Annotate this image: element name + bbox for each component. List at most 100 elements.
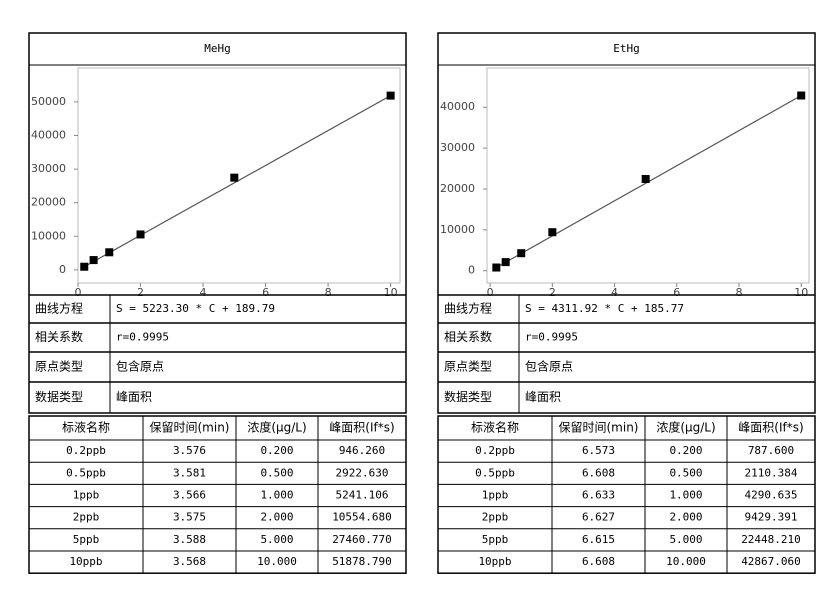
table-cell: 42867.060 <box>741 555 801 568</box>
info-value: S = 5223.30 * C + 189.79 <box>116 302 275 315</box>
point <box>797 91 806 100</box>
table-cell: 10ppb <box>69 555 102 568</box>
x-tick-label: 2 <box>549 286 556 299</box>
point <box>641 174 650 183</box>
info-label: 曲线方程 <box>35 301 83 316</box>
table-cell: 2ppb <box>482 511 509 524</box>
x-tick-label: 4 <box>200 286 207 299</box>
info-value: 峰面积 <box>525 390 561 404</box>
info-label: 原点类型 <box>444 360 492 374</box>
table-cell: 3.588 <box>173 533 206 546</box>
table-cell: 10ppb <box>478 555 511 568</box>
table-header: 标液名称 <box>471 420 519 435</box>
table-cell: 2ppb <box>73 511 100 524</box>
info-label: 数据类型 <box>444 389 492 404</box>
info-value: 包含原点 <box>525 359 573 374</box>
table-frame <box>437 415 816 574</box>
table-header: 浓度(μg/L) <box>247 420 306 435</box>
table-cell: 3.575 <box>173 511 206 524</box>
y-tick-label: 30000 <box>31 162 66 175</box>
table-cell: 1.000 <box>260 489 293 502</box>
info-label: 相关系数 <box>444 329 492 344</box>
table-cell: 27460.770 <box>332 533 392 546</box>
table-cell: 6.608 <box>582 466 615 479</box>
x-tick-label: 8 <box>325 286 332 299</box>
table-frame <box>28 415 407 574</box>
info-value: 包含原点 <box>116 359 164 374</box>
chart-title: EtHg <box>613 42 640 55</box>
table-cell: 9429.391 <box>745 511 798 524</box>
plot-area <box>77 67 401 284</box>
table-cell: 3.568 <box>173 555 206 568</box>
info-label: 曲线方程 <box>444 301 492 316</box>
point <box>230 173 239 182</box>
point <box>136 230 145 239</box>
x-tick-label: 4 <box>611 286 618 299</box>
point <box>517 249 526 258</box>
x-tick-label: 0 <box>487 286 494 299</box>
y-tick-label: 0 <box>59 263 66 276</box>
x-tick-label: 0 <box>75 286 82 299</box>
x-tick-label: 6 <box>262 286 269 299</box>
table-cell: 10554.680 <box>332 511 392 524</box>
y-tick-label: 10000 <box>31 229 66 242</box>
table-cell: 2.000 <box>260 511 293 524</box>
table-header: 峰面积(If*s) <box>738 421 803 435</box>
table-cell: 1ppb <box>482 489 509 502</box>
y-tick-label: 40000 <box>31 129 66 142</box>
table-cell: 22448.210 <box>741 533 801 546</box>
x-tick-label: 10 <box>794 286 808 299</box>
table-cell: 0.500 <box>260 466 293 479</box>
table-cell: 0.5ppb <box>475 466 515 479</box>
table-cell: 1ppb <box>73 489 100 502</box>
table-cell: 51878.790 <box>332 555 392 568</box>
table-cell: 2.000 <box>669 511 702 524</box>
table-cell: 5ppb <box>482 533 509 546</box>
info-value: 峰面积 <box>116 390 152 404</box>
table-cell: 5.000 <box>669 533 702 546</box>
info-value: S = 4311.92 * C + 185.77 <box>525 302 684 315</box>
table-cell: 946.260 <box>339 444 385 457</box>
table-cell: 0.2ppb <box>475 444 515 457</box>
table-cell: 6.608 <box>582 555 615 568</box>
table-cell: 10.000 <box>666 555 706 568</box>
panel-frame <box>437 32 816 414</box>
table-cell: 0.2ppb <box>66 444 106 457</box>
table-cell: 6.633 <box>582 489 615 502</box>
table-cell: 4290.635 <box>745 489 798 502</box>
y-tick-label: 20000 <box>440 182 475 195</box>
panel-frame <box>28 32 407 414</box>
y-tick-label: 50000 <box>31 95 66 108</box>
table-cell: 2922.630 <box>336 466 389 479</box>
point <box>80 262 89 271</box>
table-header: 浓度(μg/L) <box>656 420 715 435</box>
table-cell: 2110.384 <box>745 466 798 479</box>
table-header: 峰面积(If*s) <box>329 421 394 435</box>
point <box>492 263 501 272</box>
table-header: 标液名称 <box>62 420 110 435</box>
info-label: 原点类型 <box>35 360 83 374</box>
table-cell: 0.200 <box>669 444 702 457</box>
table-cell: 6.627 <box>582 511 615 524</box>
info-value: r=0.9995 <box>116 331 169 344</box>
point <box>386 91 395 100</box>
info-value: r=0.9995 <box>525 331 578 344</box>
table-cell: 10.000 <box>257 555 297 568</box>
x-tick-label: 10 <box>384 286 398 299</box>
point <box>548 228 557 237</box>
info-label: 相关系数 <box>35 329 83 344</box>
y-tick-label: 20000 <box>31 196 66 209</box>
info-label: 数据类型 <box>35 389 83 404</box>
table-header: 保留时间(min) <box>150 421 230 435</box>
table-cell: 0.500 <box>669 466 702 479</box>
point <box>105 248 114 257</box>
point <box>501 258 510 267</box>
table-header: 保留时间(min) <box>559 421 639 435</box>
chart-title: MeHg <box>204 42 231 55</box>
table-cell: 3.576 <box>173 444 206 457</box>
plot-area <box>486 67 810 284</box>
table-cell: 1.000 <box>669 489 702 502</box>
table-cell: 5241.106 <box>336 489 389 502</box>
